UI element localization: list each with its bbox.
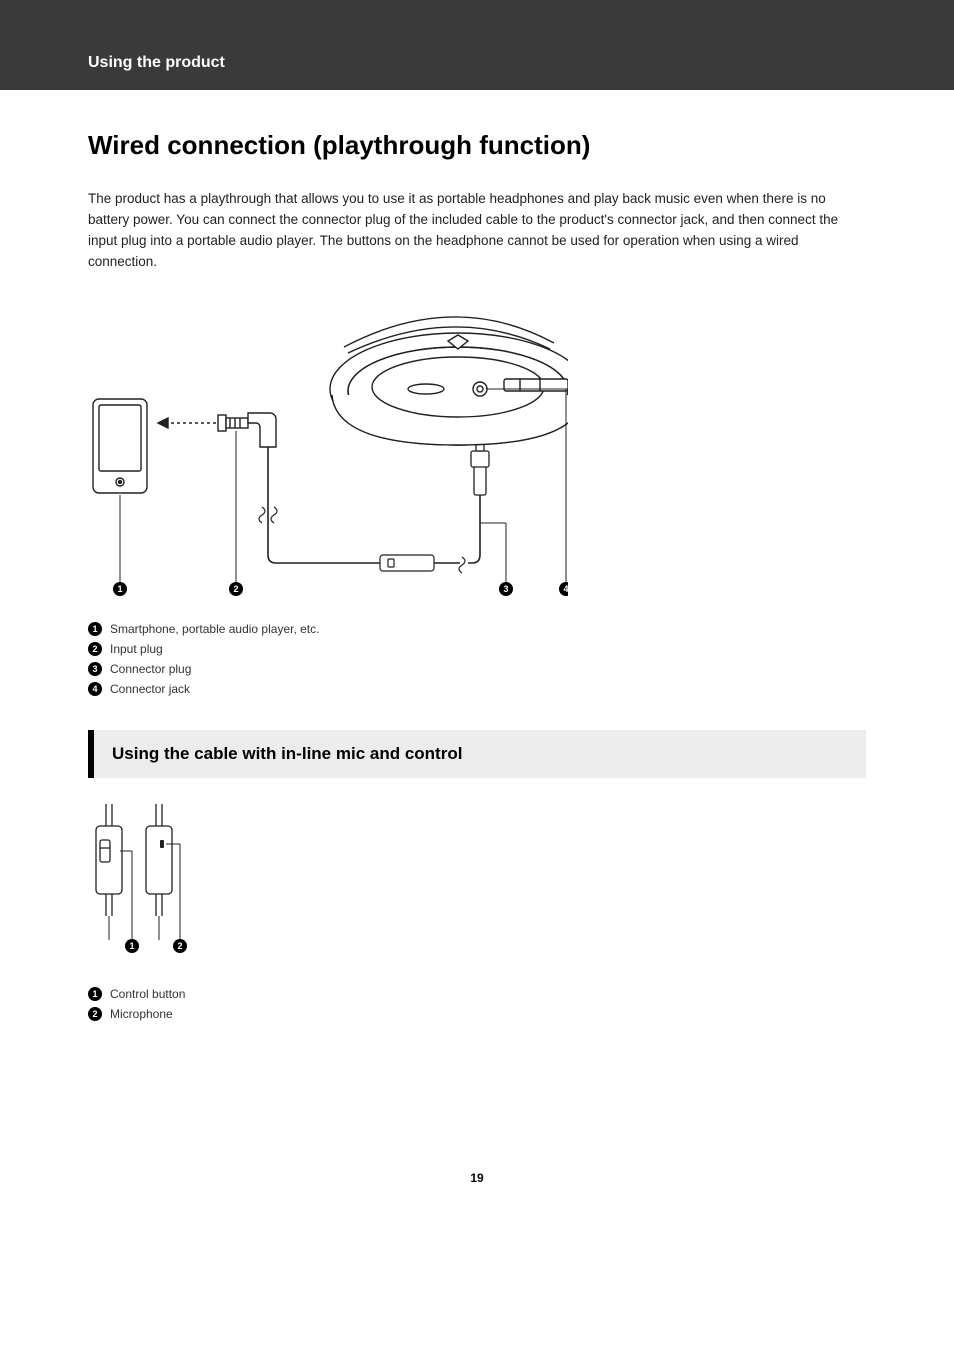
svg-text:1: 1 — [129, 941, 134, 951]
legend-item: 2 Microphone — [88, 1007, 866, 1021]
legend-label: Connector jack — [110, 682, 190, 696]
legend-label: Connector plug — [110, 662, 191, 676]
svg-text:4: 4 — [563, 584, 568, 594]
section-title: Using the product — [88, 54, 225, 71]
legend-item: 1 Smartphone, portable audio player, etc… — [88, 622, 866, 636]
svg-text:2: 2 — [177, 941, 182, 951]
diagram-wired-connection: 1 2 3 4 — [88, 299, 568, 604]
intro-paragraph: The product has a playthrough that allow… — [88, 189, 866, 273]
section-header: Using the product — [0, 0, 954, 90]
page-number: 19 — [88, 1171, 866, 1185]
legend-label: Smartphone, portable audio player, etc. — [110, 622, 319, 636]
legend-item: 4 Connector jack — [88, 682, 866, 696]
legend-item: 3 Connector plug — [88, 662, 866, 676]
legend-item: 1 Control button — [88, 987, 866, 1001]
legend-label: Microphone — [110, 1007, 173, 1021]
svg-text:3: 3 — [503, 584, 508, 594]
legend-item: 2 Input plug — [88, 642, 866, 656]
legend-label: Input plug — [110, 642, 163, 656]
legend-badge: 1 — [88, 622, 102, 636]
legend-diagram2: 1 Control button 2 Microphone — [88, 987, 866, 1021]
diagram-inline-mic: 1 2 — [88, 804, 208, 969]
legend-badge: 3 — [88, 662, 102, 676]
legend-label: Control button — [110, 987, 185, 1001]
legend-badge: 2 — [88, 1007, 102, 1021]
subsection-header: Using the cable with in-line mic and con… — [88, 730, 866, 778]
svg-text:2: 2 — [233, 584, 238, 594]
legend-diagram1: 1 Smartphone, portable audio player, etc… — [88, 622, 866, 696]
legend-badge: 4 — [88, 682, 102, 696]
diagram2-svg: 1 2 — [88, 804, 208, 964]
legend-badge: 1 — [88, 987, 102, 1001]
page-content: Wired connection (playthrough function) … — [0, 90, 954, 1225]
page-title: Wired connection (playthrough function) — [88, 130, 866, 161]
diagram-svg: 1 2 3 4 — [88, 299, 568, 599]
subsection-title: Using the cable with in-line mic and con… — [112, 744, 462, 763]
svg-text:1: 1 — [117, 584, 122, 594]
legend-badge: 2 — [88, 642, 102, 656]
